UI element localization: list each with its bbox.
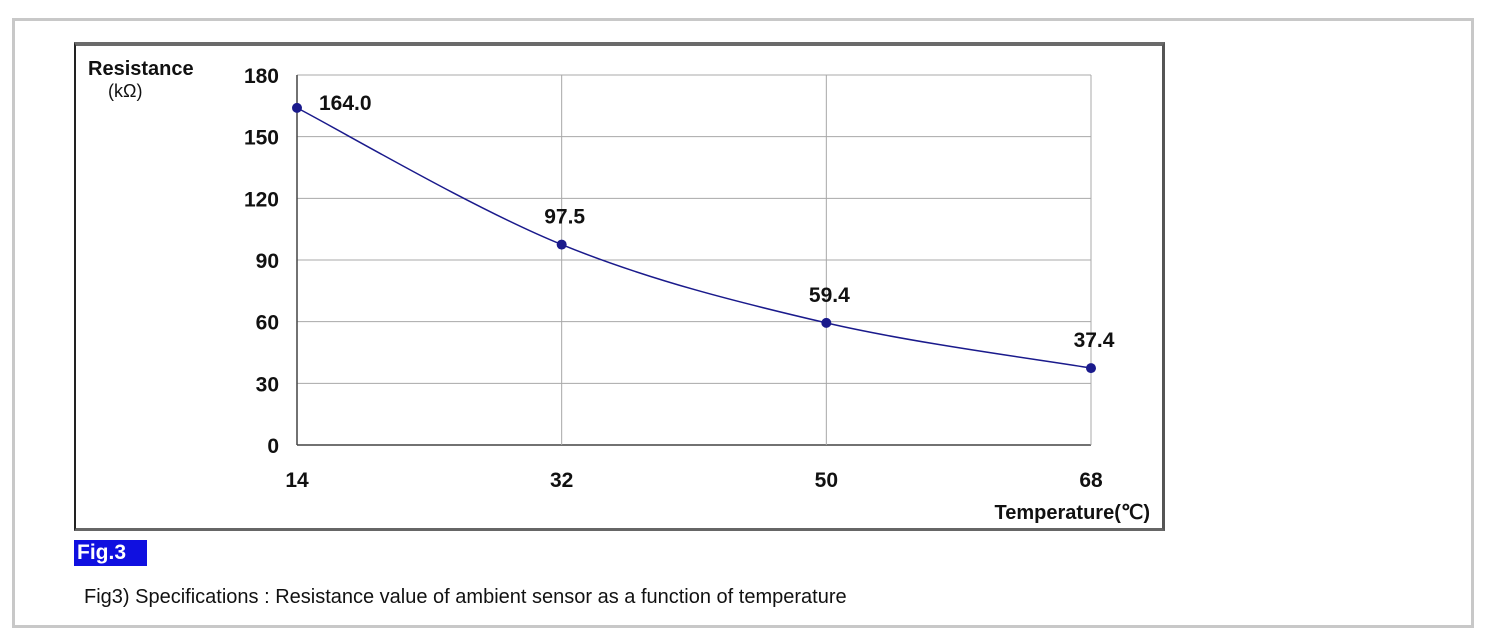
y-tick-label: 120 (244, 188, 279, 211)
chart-frame (74, 42, 1165, 531)
y-tick-label: 60 (256, 312, 279, 335)
data-label: 164.0 (319, 92, 372, 115)
data-point (556, 239, 567, 250)
x-tick-label: 50 (815, 469, 838, 492)
data-label: 59.4 (809, 284, 850, 307)
y-tick-label: 0 (267, 435, 279, 458)
series-line (296, 107, 1092, 369)
data-point (821, 317, 832, 328)
data-point (292, 102, 302, 113)
figure-label: Fig.3 (74, 540, 147, 566)
x-tick-label: 32 (550, 469, 573, 492)
figure-frame (12, 18, 1474, 628)
x-axis-label: Temperature(℃) (995, 502, 1150, 524)
y-tick-label: 30 (256, 373, 279, 396)
y-axis-unit: (kΩ) (108, 81, 142, 101)
y-tick-label: 90 (256, 250, 279, 273)
y-tick-label: 180 (244, 65, 279, 88)
y-axis-label: Resistance (88, 58, 194, 80)
y-tick-label: 150 (244, 127, 279, 150)
data-label: 37.4 (1074, 329, 1115, 352)
figure-caption: Fig3) Specifications : Resistance value … (84, 586, 847, 608)
x-tick-label: 14 (285, 469, 309, 492)
data-label: 97.5 (544, 206, 585, 229)
data-point (1086, 363, 1096, 374)
x-tick-label: 68 (1079, 469, 1103, 492)
